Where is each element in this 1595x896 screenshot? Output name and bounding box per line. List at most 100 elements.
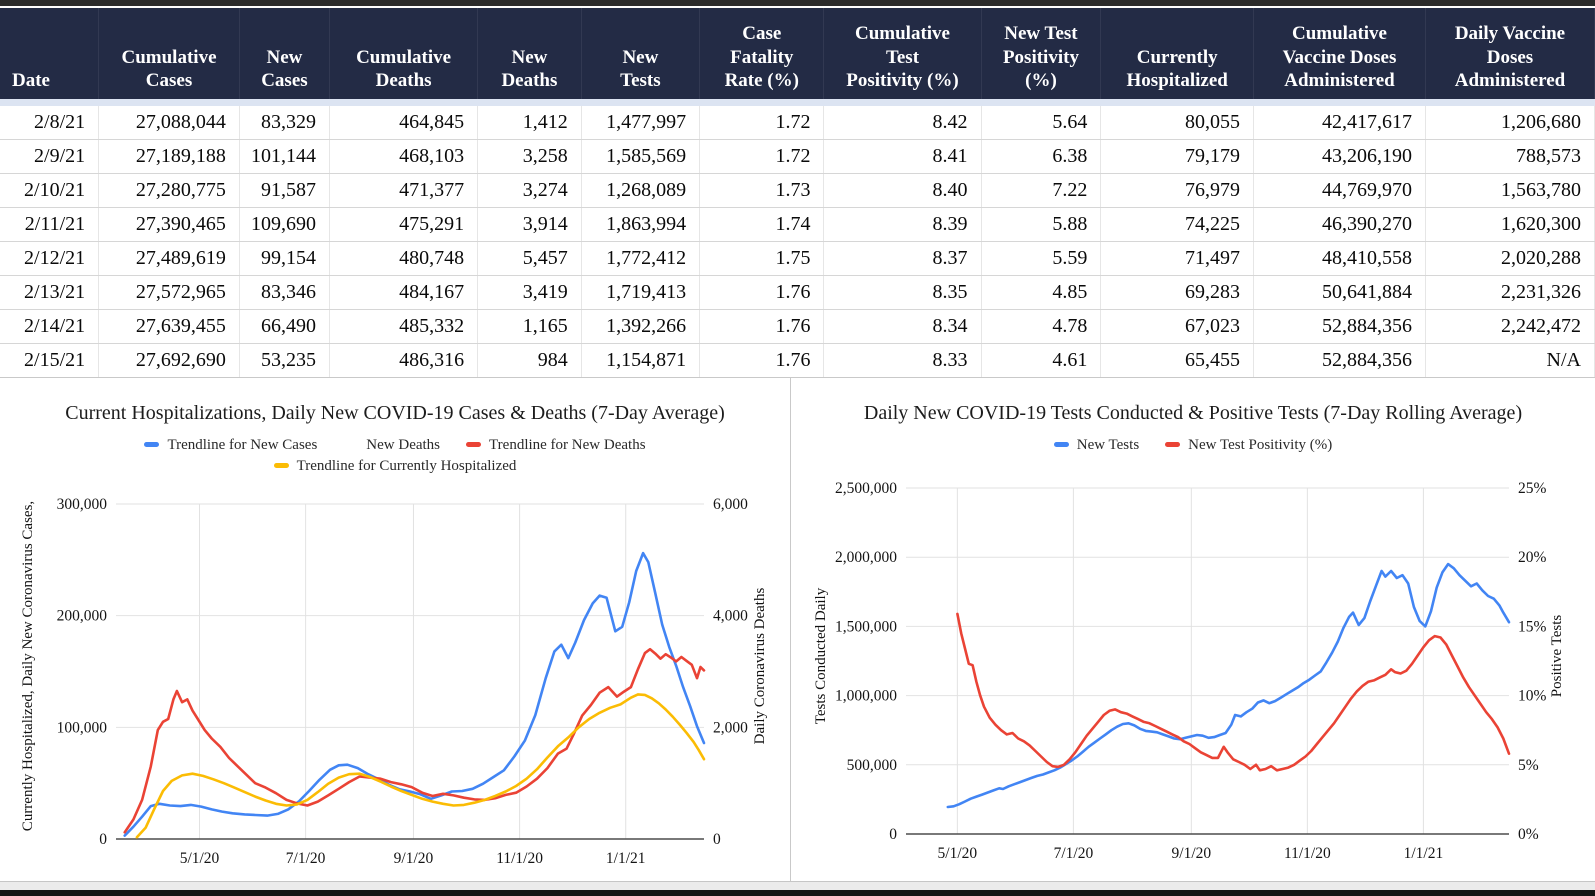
left-tick-label: 0: [889, 826, 897, 843]
table-cell: 76,979: [1100, 173, 1255, 208]
chart-title: Current Hospitalizations, Daily New COVI…: [65, 402, 725, 424]
legend-label: Trendline for New Cases: [167, 437, 318, 453]
table-cell: 5.59: [981, 241, 1102, 276]
table-cell: 52,884,356: [1253, 343, 1426, 377]
table-cell: 3,258: [477, 139, 582, 174]
table-cell: 1.72: [699, 139, 825, 174]
table-cell: 1,165: [477, 309, 582, 344]
table-cell: 99,154: [239, 241, 331, 276]
right-tick-label: 0: [713, 831, 721, 848]
table-cell: 91,587: [239, 173, 331, 208]
legend-swatch: [144, 442, 160, 447]
table-cell: 1,392,266: [581, 309, 701, 344]
horizontal-scrollbar[interactable]: [0, 881, 1595, 890]
table-header: Date Cumulative Cases New Cases Cumulative …: [0, 8, 1595, 103]
column-header: Cumulative Vaccine Doses Administered: [1253, 8, 1426, 103]
table-cell: 1,620,300: [1425, 207, 1595, 242]
left-tick-label: 2,000,000: [835, 549, 897, 566]
column-header: Date: [0, 8, 100, 103]
legend-item: Trendline for New Cases: [144, 435, 317, 456]
table-cell: 485,332: [329, 309, 479, 344]
table-cell: 74,225: [1100, 207, 1255, 242]
legend-item: New Test Positivity (%): [1165, 435, 1332, 456]
table-cell: 480,748: [329, 241, 479, 276]
table-cell: 471,377: [329, 173, 479, 208]
table-cell: 27,189,188: [98, 139, 240, 174]
hospitalizations-cases-deaths-chart: 0 100,000 200,000 300,000 0 2,000 4,000 6,000 5/…: [0, 378, 790, 881]
legend-row: Trendline for New Cases New Deaths Trendli…: [0, 434, 790, 455]
left-axis-title: Tests Conducted Daily: [813, 587, 829, 725]
table-cell: 27,572,965: [98, 275, 240, 310]
top-chrome-bar: [0, 0, 1595, 8]
table-cell: 3,914: [477, 207, 582, 242]
table-cell: 7.22: [981, 173, 1102, 208]
table-cell: 2,231,326: [1425, 275, 1595, 310]
table-cell: 42,417,617: [1253, 99, 1426, 140]
table-cell: 464,845: [329, 99, 479, 140]
series-line-new-tests: [946, 562, 1511, 809]
series-line-trendline-new-cases: [123, 551, 706, 837]
data-table-section: Date Cumulative Cases New Cases Cumulative …: [0, 8, 1595, 377]
table-cell: 3,419: [477, 275, 582, 310]
column-header: New Cases: [239, 8, 331, 103]
right-tick-label: 6,000: [713, 496, 748, 513]
table-row: 2/8/21 27,088,044 83,329 464,845 1,412 1,477,…: [0, 99, 1595, 140]
table-cell: 48,410,558: [1253, 241, 1426, 276]
table-row: 2/14/21 27,639,455 66,490 485,332 1,165 1,392…: [0, 309, 1595, 344]
left-tick-label: 2,500,000: [835, 480, 897, 497]
table-cell: 50,641,884: [1253, 275, 1426, 310]
chart-canvas: 0 100,000 200,000 300,000 0 2,000 4,000 6,000 5/…: [57, 496, 749, 867]
left-tick-label: 500,000: [847, 757, 898, 774]
right-tick-label: 25%: [1518, 480, 1547, 497]
table-cell: 1.73: [699, 173, 825, 208]
table-cell: 5.64: [981, 99, 1102, 140]
right-axis-title: Positive Tests: [1549, 614, 1565, 698]
table-cell: 66,490: [239, 309, 331, 344]
table-cell: 67,023: [1100, 309, 1255, 344]
column-header: New Deaths: [477, 8, 582, 103]
legend-label: New Deaths: [366, 437, 441, 453]
table-cell: 788,573: [1425, 139, 1595, 174]
table-cell: 1.74: [699, 207, 825, 242]
table-cell: 4.85: [981, 275, 1102, 310]
right-tick-label: 5%: [1518, 757, 1539, 774]
left-tick-label: 1,000,000: [835, 688, 897, 705]
x-tick-label: 5/1/20: [938, 845, 978, 862]
table-cell: 4.61: [981, 343, 1102, 377]
left-tick-label: 200,000: [57, 608, 108, 625]
table-body: 2/8/21 27,088,044 83,329 464,845 1,412 1,477,…: [0, 99, 1595, 377]
chart-legend: Trendline for New Cases New Deaths Trendli…: [0, 434, 790, 476]
legend-swatch: [1053, 442, 1069, 447]
column-header: Cumulative Cases: [98, 8, 240, 103]
table-cell: 1,206,680: [1425, 99, 1595, 140]
table-cell: 80,055: [1100, 99, 1255, 140]
right-tick-label: 4,000: [713, 608, 748, 625]
charts-section: 0 100,000 200,000 300,000 0 2,000 4,000 6,000 5/…: [0, 377, 1595, 881]
table-cell: 1,563,780: [1425, 173, 1595, 208]
table-cell: 3,274: [477, 173, 582, 208]
table-cell: 1,719,413: [581, 275, 701, 310]
table-cell: 109,690: [239, 207, 331, 242]
table-cell: 46,390,270: [1253, 207, 1426, 242]
right-tick-label: 15%: [1518, 618, 1547, 635]
chart-canvas: 0 500,000 1,000,000 1,500,000 2,000,000 2,500…: [835, 480, 1547, 862]
legend-swatch: [273, 463, 289, 468]
table-row: 2/9/21 27,189,188 101,144 468,103 3,258 1,585…: [0, 139, 1595, 174]
table-cell: 1,772,412: [581, 241, 701, 276]
table-cell: 8.33: [823, 343, 982, 377]
legend-label: Trendline for Currently Hospitalized: [296, 458, 517, 474]
table-cell: 2/14/21: [0, 309, 100, 344]
left-tick-label: 1,500,000: [835, 618, 897, 635]
table-cell: N/A: [1425, 343, 1595, 377]
table-cell: 486,316: [329, 343, 479, 377]
x-tick-label: 1/1/21: [1404, 845, 1444, 862]
table-cell: 44,769,970: [1253, 173, 1426, 208]
right-tick-label: 10%: [1518, 688, 1547, 705]
x-tick-label: 9/1/20: [1172, 845, 1212, 862]
legend-swatch-hidden: [343, 442, 358, 447]
column-header: Daily Vaccine Doses Administered: [1425, 8, 1595, 103]
legend-item: Trendline for Currently Hospitalized: [273, 456, 517, 477]
table-cell: 65,455: [1100, 343, 1255, 377]
table-cell: 8.35: [823, 275, 982, 310]
tests-positivity-chart: 0 500,000 1,000,000 1,500,000 2,000,000 2,500…: [790, 378, 1595, 881]
